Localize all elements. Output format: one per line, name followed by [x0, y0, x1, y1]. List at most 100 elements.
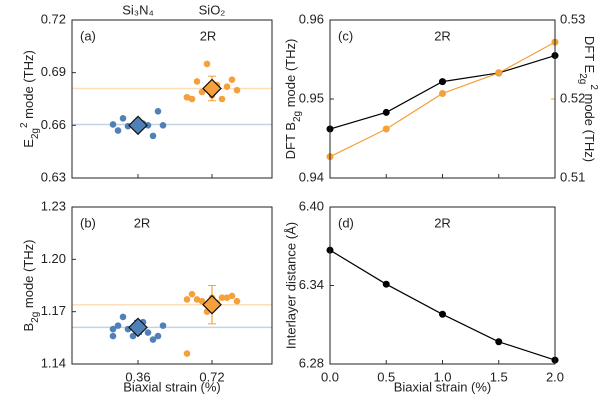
point [149, 132, 157, 140]
point [495, 338, 503, 346]
label-part: mode (THz) [582, 90, 597, 162]
annotation: 2R [434, 28, 451, 43]
point [223, 294, 231, 302]
label-part: E [21, 139, 36, 148]
y2-tick-label: 0.51 [560, 169, 585, 184]
point [198, 88, 206, 96]
point [119, 313, 127, 321]
point [228, 292, 236, 300]
point [183, 350, 191, 357]
point [382, 125, 390, 133]
y-tick-label: 0.96 [299, 11, 324, 26]
y-tick-label: 0.66 [41, 117, 66, 132]
y2-tick-label: 0.52 [560, 90, 585, 105]
point [439, 78, 446, 86]
annotation: 2R [134, 215, 151, 230]
mean-marker [128, 317, 148, 338]
category-label: Si₃N₄ [122, 2, 154, 17]
label-part: mode (THz) [21, 50, 36, 122]
y-tick-label: 6.40 [299, 198, 324, 213]
mean-marker [128, 115, 148, 136]
annotation: 2R [434, 215, 451, 230]
y-tick-label: 1.20 [41, 251, 66, 266]
point [188, 95, 196, 103]
y2-tick-label: 0.53 [560, 11, 585, 26]
plot-frame [329, 19, 556, 179]
label-part: mode (THz) [21, 239, 36, 311]
x-tick-label: 1.0 [433, 369, 451, 384]
point [223, 83, 231, 91]
x-tick-label: 0.0 [321, 369, 339, 384]
panel-label: (d) [338, 215, 354, 230]
category-label: 0.36 [125, 369, 150, 384]
point [218, 95, 226, 103]
point [439, 310, 446, 318]
point [114, 127, 122, 134]
label-part: 2 [588, 84, 598, 90]
label-part: mode (THz) [283, 39, 298, 111]
point [188, 290, 196, 298]
label-part: 2 [19, 122, 30, 128]
label-part: 2g [292, 111, 303, 122]
label-part: 2g [577, 73, 588, 84]
point [193, 296, 201, 303]
point [439, 89, 446, 97]
panel-label: (c) [338, 28, 353, 43]
label-part: B [21, 323, 36, 332]
point [382, 108, 390, 116]
point [218, 294, 226, 302]
point [114, 322, 122, 329]
label-part: DFT E [582, 36, 597, 74]
y-axis-label: DFT B2g mode (THz) [283, 39, 303, 160]
x-axis-label: Biaxial strain (%) [123, 379, 221, 394]
y-axis-label: Interlayer distance (Å) [283, 222, 298, 349]
point [159, 322, 167, 329]
y-tick-label: 0.72 [41, 11, 66, 26]
label-part: 2g [30, 128, 41, 139]
point [233, 297, 241, 305]
y-axis-label: B2g mode (THz) [21, 239, 41, 331]
point [203, 60, 211, 68]
line [329, 41, 556, 158]
point [144, 122, 152, 129]
y-tick-label: 0.95 [299, 90, 324, 105]
x-tick-label: 0.5 [377, 369, 395, 384]
point [233, 86, 241, 94]
panel-label: (b) [80, 215, 96, 230]
line [329, 249, 556, 361]
x-tick-label: 1.5 [490, 369, 508, 384]
point [159, 122, 167, 129]
point [228, 76, 236, 83]
point [193, 78, 201, 85]
label-part: 2g [30, 312, 41, 323]
point [144, 329, 152, 336]
mean-marker [202, 294, 222, 315]
plot-frame [71, 19, 273, 179]
category-label: SiO₂ [199, 2, 226, 17]
point [119, 115, 127, 122]
point [109, 121, 117, 128]
label-part: DFT B [283, 122, 298, 159]
point [154, 332, 162, 340]
y-tick-label: 0.69 [41, 64, 66, 79]
point [109, 325, 117, 333]
y-tick-label: 0.63 [41, 169, 66, 184]
point [149, 336, 157, 343]
category-label: 0.72 [199, 369, 224, 384]
panel-label: (a) [80, 28, 96, 43]
y-tick-label: 6.34 [299, 277, 324, 292]
plot-frame [329, 206, 556, 365]
point [495, 69, 503, 77]
y-tick-label: 1.23 [41, 198, 66, 213]
y-axis-label: E2g2 mode (THz) [19, 50, 41, 148]
y-tick-label: 1.14 [41, 355, 66, 370]
point [183, 93, 191, 101]
x-axis-label: Biaxial strain (%) [394, 379, 492, 394]
annotation: 2R [200, 28, 217, 43]
y2-axis-label: DFT E2g2 mode (THz) [577, 36, 598, 162]
mean-marker [202, 78, 222, 99]
y-tick-label: 1.17 [41, 303, 66, 318]
point [198, 297, 206, 305]
x-tick-label: 2.0 [546, 369, 564, 384]
